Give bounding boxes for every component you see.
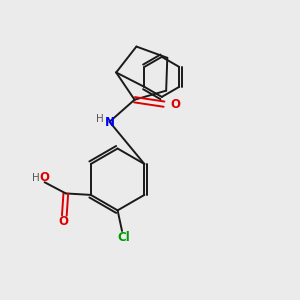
Text: N: N — [104, 116, 115, 130]
Text: O: O — [170, 98, 181, 111]
Text: Cl: Cl — [117, 231, 130, 244]
Text: O: O — [39, 171, 49, 184]
Text: O: O — [59, 215, 69, 229]
Text: H: H — [97, 115, 104, 124]
Text: H: H — [32, 173, 40, 183]
